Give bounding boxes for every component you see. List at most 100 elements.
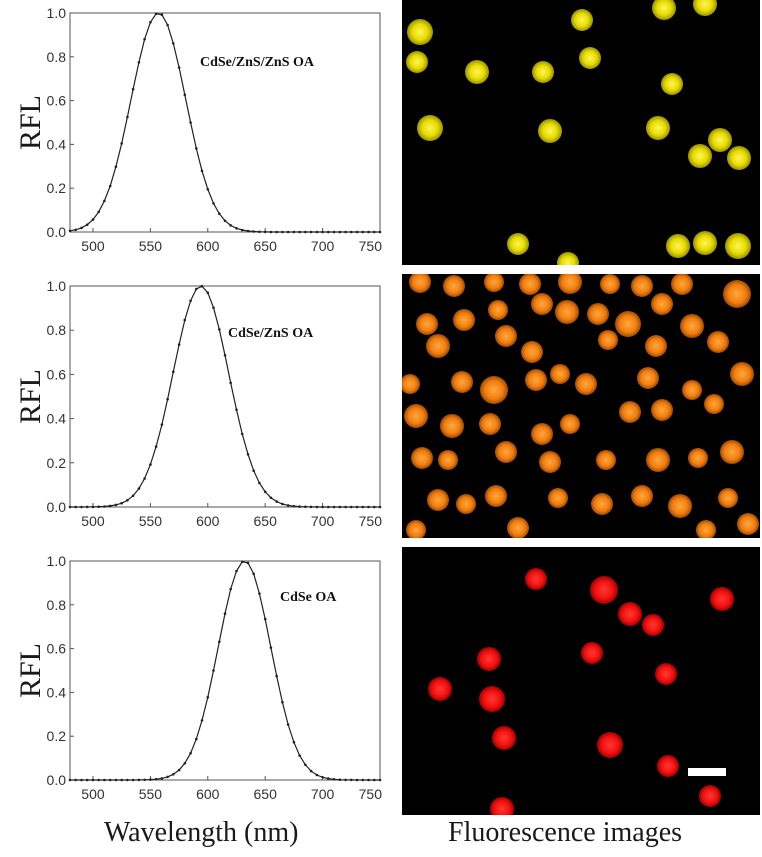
- spectrum-point: [108, 504, 112, 508]
- spectrum-point: [126, 499, 129, 502]
- spectrum-point: [195, 737, 198, 741]
- spectrum-point: [361, 505, 365, 509]
- y-axis-label: RFL: [14, 369, 47, 424]
- spectrum-point: [315, 505, 319, 509]
- spectrum-point: [149, 463, 152, 466]
- spectrum-point: [361, 230, 365, 234]
- spectrum-point: [338, 778, 342, 781]
- spectrum-point: [298, 754, 301, 757]
- cells-yellow: [406, 0, 751, 265]
- spectra-charts: 0.0 0.2 0.4 0.6 0.8 1.0 500 550 600 650 700 750 RFL C…: [14, 5, 382, 802]
- spectrum-point: [321, 505, 324, 509]
- spectrum-point: [367, 778, 370, 782]
- spectrum-point: [263, 230, 267, 234]
- spectrum-point: [304, 230, 307, 234]
- spectrum-point: [373, 778, 376, 782]
- spectrum-point: [189, 121, 192, 124]
- y-tick-label: 1.0: [47, 553, 67, 569]
- plot-frame: [69, 285, 381, 508]
- chart-2: 0.0 0.2 0.4 0.6 0.8 1.0 500 550 600 650 700 750 RFL C…: [14, 278, 382, 529]
- y-tick-label: 0.6: [47, 93, 67, 109]
- spectrum-point: [195, 287, 198, 291]
- spectrum-point: [246, 453, 250, 456]
- spectrum-point: [131, 87, 135, 91]
- spectrum-point: [114, 503, 118, 507]
- spectrum-point: [321, 230, 324, 234]
- spectrum-point: [286, 504, 290, 507]
- spectrum-point: [177, 768, 181, 772]
- cells-orange: [402, 274, 759, 538]
- spectrum-point: [74, 228, 77, 232]
- series-annotation: CdSe/ZnS/ZnS OA: [200, 55, 315, 70]
- spectrum-point: [103, 199, 106, 203]
- chart-1: 0.0 0.2 0.4 0.6 0.8 1.0 500 550 600 650 700 750 RFL C…: [14, 5, 382, 254]
- spectrum-point: [246, 561, 250, 565]
- spectrum-point: [143, 37, 146, 41]
- y-axis-label: RFL: [14, 95, 47, 150]
- spectrum-point: [103, 505, 106, 508]
- micrograph-red: [402, 547, 760, 815]
- spectrum-point: [292, 230, 296, 234]
- spectrum-point: [327, 505, 330, 509]
- spectrum-point: [332, 778, 336, 781]
- spectrum-point: [74, 778, 77, 782]
- spectrum-point: [120, 142, 123, 145]
- spectrum-point: [183, 762, 187, 765]
- spectrum-point: [269, 230, 273, 234]
- spectrum-point: [367, 230, 370, 234]
- y-tick-label: 0.6: [47, 366, 67, 382]
- spectrum-point: [269, 646, 273, 649]
- spectrum-point: [183, 93, 187, 97]
- x-tick-label: 650: [254, 513, 278, 529]
- spectrum-point: [103, 778, 106, 782]
- y-axis-label: RFL: [14, 643, 47, 698]
- spectrum-point: [223, 354, 227, 357]
- spectrum-point: [373, 230, 376, 234]
- spectrum-point: [114, 165, 118, 168]
- spectrum-point: [298, 230, 301, 234]
- y-tick-label: 0.8: [47, 322, 67, 338]
- y-tick-label: 0.0: [47, 499, 67, 515]
- x-tick-label: 500: [81, 513, 105, 529]
- spectrum-point: [154, 777, 158, 781]
- spectrum-point: [378, 778, 382, 782]
- y-tick-label: 0.8: [47, 597, 67, 613]
- spectrum-point: [126, 115, 129, 119]
- y-tick-label: 0.4: [47, 684, 67, 700]
- x-tick-label: 700: [311, 513, 335, 529]
- spectrum-point: [367, 505, 370, 509]
- micrograph-yellow: [402, 0, 760, 265]
- y-tick-label: 0.4: [47, 411, 67, 427]
- spectrum-point: [350, 778, 353, 782]
- spectrum-point: [252, 469, 255, 473]
- spectrum-point: [212, 669, 215, 672]
- spectrum-point: [218, 328, 221, 331]
- y-tick-label: 0.2: [47, 728, 67, 744]
- spectrum-point: [91, 218, 95, 221]
- spectrum-point: [149, 778, 152, 781]
- spectrum-point: [177, 343, 181, 346]
- x-tick-label: 600: [196, 786, 220, 802]
- spectrum-point: [97, 505, 100, 509]
- spectrum-point: [143, 778, 146, 782]
- spectrum-point: [258, 230, 261, 234]
- spectrum-point: [304, 763, 307, 767]
- chart-3: 0.0 0.2 0.4 0.6 0.8 1.0 500 550 600 650 700 750 RFL C…: [14, 553, 382, 802]
- y-tick-label: 0.8: [47, 49, 67, 65]
- y-tick-label: 0.0: [47, 224, 67, 240]
- spectrum-point: [160, 13, 164, 16]
- spectrum-point: [160, 777, 164, 780]
- spectrum-point: [344, 505, 347, 509]
- y-tick-label: 0.6: [47, 641, 67, 657]
- spectrum-point: [218, 212, 221, 215]
- spectrum-point: [143, 477, 146, 480]
- y-tick-label: 0.4: [47, 136, 67, 152]
- spectrum-point: [309, 505, 313, 509]
- spectrum-point: [281, 230, 284, 234]
- spectrum-point: [378, 505, 382, 509]
- spectrum-point: [80, 505, 83, 509]
- spectrum-point: [327, 230, 330, 234]
- spectrum-point: [235, 227, 238, 230]
- spectrum-point: [275, 500, 279, 503]
- spectrum-point: [373, 505, 376, 509]
